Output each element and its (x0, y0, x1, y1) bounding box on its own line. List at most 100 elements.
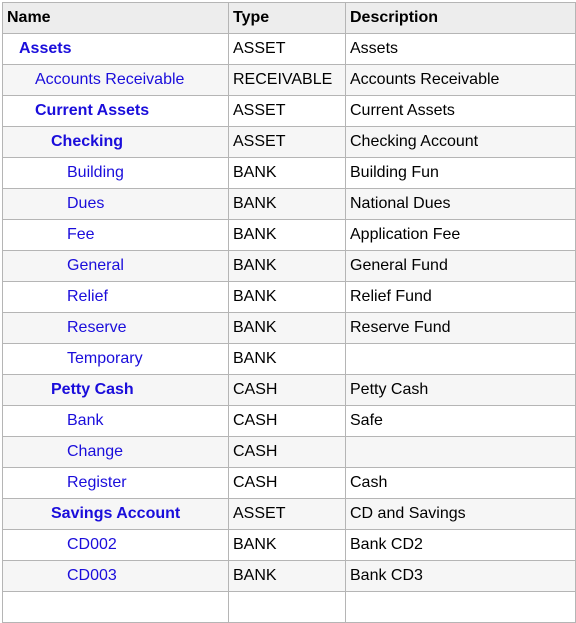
account-link[interactable]: Fee (67, 226, 95, 243)
account-description-cell (345, 343, 576, 375)
account-type-cell: BANK (228, 219, 346, 251)
account-name-cell: Accounts Receivable (2, 64, 229, 96)
account-type-cell: ASSET (228, 95, 346, 127)
account-description-cell: Checking Account (345, 126, 576, 158)
table-row: Assets ASSET Assets (2, 33, 576, 65)
account-description-cell: Bank CD3 (345, 560, 576, 592)
account-name-cell: Temporary (2, 343, 229, 375)
account-description-cell: Building Fun (345, 157, 576, 189)
account-name-cell: Petty Cash (2, 374, 229, 406)
account-type-cell: CASH (228, 467, 346, 499)
account-name-cell: General (2, 250, 229, 282)
account-name-cell: Relief (2, 281, 229, 313)
account-link[interactable]: Building (67, 164, 124, 181)
account-description-cell: National Dues (345, 188, 576, 220)
account-description-cell: Application Fee (345, 219, 576, 251)
account-type-cell: CASH (228, 374, 346, 406)
account-type-cell: BANK (228, 529, 346, 561)
table-row: Temporary BANK (2, 343, 576, 375)
account-description-cell (345, 591, 576, 623)
account-description-cell: Reserve Fund (345, 312, 576, 344)
table-row: CD002 BANK Bank CD2 (2, 529, 576, 561)
account-link[interactable]: General (67, 257, 124, 274)
account-description-cell: Relief Fund (345, 281, 576, 313)
account-type-cell: ASSET (228, 126, 346, 158)
account-link[interactable]: Reserve (67, 319, 127, 336)
account-name-cell: Dues (2, 188, 229, 220)
account-link[interactable]: Current Assets (35, 102, 150, 119)
table-header: Name Type Description (2, 2, 576, 34)
table-row: Petty Cash CASH Petty Cash (2, 374, 576, 406)
account-type-cell: RECEIVABLE (228, 64, 346, 96)
account-name-cell: Reserve (2, 312, 229, 344)
account-name-cell: Change (2, 436, 229, 468)
table-row: Fee BANK Application Fee (2, 219, 576, 251)
account-link[interactable]: Savings Account (51, 505, 181, 522)
table-row (2, 591, 576, 623)
account-name-cell: CD003 (2, 560, 229, 592)
account-link[interactable]: Bank (67, 412, 104, 429)
account-link[interactable]: Change (67, 443, 124, 460)
account-type-cell: BANK (228, 343, 346, 375)
table-row: Change CASH (2, 436, 576, 468)
account-link[interactable]: Register (67, 474, 127, 491)
account-name-cell: Savings Account (2, 498, 229, 530)
column-header-name[interactable]: Name (2, 2, 229, 34)
column-header-type[interactable]: Type (228, 2, 346, 34)
table-row: Dues BANK National Dues (2, 188, 576, 220)
account-name-cell: Building (2, 157, 229, 189)
account-name-cell (2, 591, 229, 623)
account-description-cell: Safe (345, 405, 576, 437)
account-link[interactable]: Petty Cash (51, 381, 134, 398)
account-link[interactable]: Checking (51, 133, 124, 150)
account-link[interactable]: Temporary (67, 350, 143, 367)
account-type-cell: BANK (228, 188, 346, 220)
account-type-cell: BANK (228, 312, 346, 344)
table-row: CD003 BANK Bank CD3 (2, 560, 576, 592)
table-row: Current Assets ASSET Current Assets (2, 95, 576, 127)
account-type-cell: BANK (228, 157, 346, 189)
account-name-cell: Checking (2, 126, 229, 158)
account-description-cell: Petty Cash (345, 374, 576, 406)
account-name-cell: Register (2, 467, 229, 499)
account-link[interactable]: CD003 (67, 567, 117, 584)
account-type-cell: CASH (228, 405, 346, 437)
account-description-cell: Accounts Receivable (345, 64, 576, 96)
account-name-cell: Assets (2, 33, 229, 65)
account-type-cell: BANK (228, 281, 346, 313)
table-body: Assets ASSET Assets Accounts Receivable RECE… (2, 33, 576, 623)
table-row: Checking ASSET Checking Account (2, 126, 576, 158)
account-type-cell: BANK (228, 250, 346, 282)
account-description-cell: Bank CD2 (345, 529, 576, 561)
account-name-cell: Current Assets (2, 95, 229, 127)
account-type-cell (228, 591, 346, 623)
table-row: Relief BANK Relief Fund (2, 281, 576, 313)
account-link[interactable]: Assets (19, 40, 72, 57)
table-row: Building BANK Building Fun (2, 157, 576, 189)
table-row: Bank CASH Safe (2, 405, 576, 437)
account-name-cell: Fee (2, 219, 229, 251)
table-row: Register CASH Cash (2, 467, 576, 499)
account-type-cell: BANK (228, 560, 346, 592)
account-link[interactable]: Relief (67, 288, 108, 305)
account-link[interactable]: CD002 (67, 536, 117, 553)
table-row: Savings Account ASSET CD and Savings (2, 498, 576, 530)
account-name-cell: Bank (2, 405, 229, 437)
account-description-cell: Cash (345, 467, 576, 499)
account-type-cell: ASSET (228, 33, 346, 65)
header-row: Name Type Description (2, 2, 576, 34)
account-type-cell: CASH (228, 436, 346, 468)
account-description-cell (345, 436, 576, 468)
account-type-cell: ASSET (228, 498, 346, 530)
account-description-cell: Current Assets (345, 95, 576, 127)
table-row: Reserve BANK Reserve Fund (2, 312, 576, 344)
account-name-cell: CD002 (2, 529, 229, 561)
table-row: General BANK General Fund (2, 250, 576, 282)
column-header-description[interactable]: Description (345, 2, 576, 34)
account-link[interactable]: Dues (67, 195, 105, 212)
account-link[interactable]: Accounts Receivable (35, 71, 185, 88)
account-description-cell: General Fund (345, 250, 576, 282)
account-description-cell: CD and Savings (345, 498, 576, 530)
table-row: Accounts Receivable RECEIVABLE Accounts Re… (2, 64, 576, 96)
